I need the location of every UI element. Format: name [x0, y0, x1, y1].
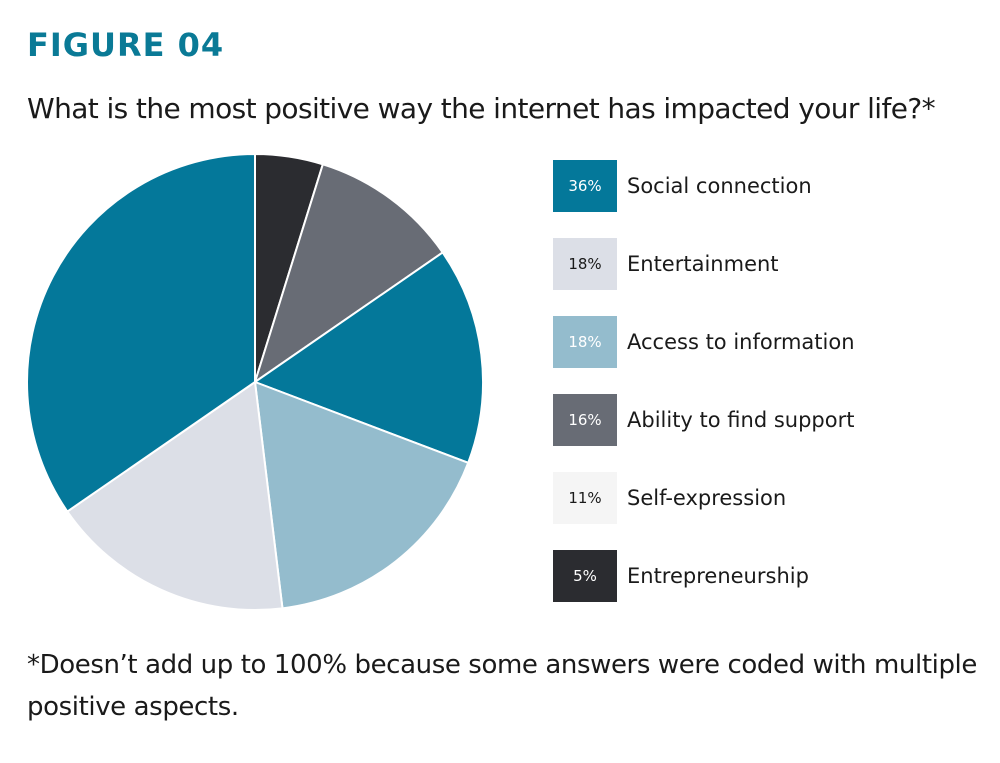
legend-swatch-entrepreneurship: 5% — [553, 550, 617, 602]
figure-label: FIGURE 04 — [27, 26, 225, 64]
pie-slice-entertainment-4 — [66, 381, 284, 611]
legend-item-access-to-information: 18% Access to information — [553, 316, 855, 368]
legend-item-entertainment: 18% Entertainment — [553, 238, 779, 290]
legend-label-entrepreneurship: Entrepreneurship — [627, 564, 809, 588]
legend-swatch-entertainment: 18% — [553, 238, 617, 290]
chart-title: What is the most positive way the intern… — [27, 92, 936, 125]
legend-item-self-expression: 11% Self-expression — [553, 472, 786, 524]
legend-label-self-expression: Self-expression — [627, 486, 787, 510]
legend-label-ability-to-find-support: Ability to find support — [627, 408, 855, 432]
legend-item-entrepreneurship: 5% Entrepreneurship — [553, 550, 809, 602]
pie-slice-social-connection-2 — [254, 251, 484, 464]
legend-item-social-connection: 36% Social connection — [553, 160, 812, 212]
pie-slice-access-to-information-3 — [254, 381, 470, 610]
legend-swatch-self-expression: 11% — [553, 472, 617, 524]
footnote: *Doesn’t add up to 100% because some ans… — [27, 650, 977, 722]
pie-slices — [26, 153, 484, 611]
pie-slice-social-connection-5 — [26, 153, 256, 513]
legend-swatch-access-to-information: 18% — [553, 316, 617, 368]
legend-item-ability-to-find-support: 16% Ability to find support — [553, 394, 854, 446]
legend-label-access-to-information: Access to information — [627, 330, 855, 354]
legend-label-social-connection: Social connection — [627, 174, 812, 198]
pie-slice-ability-to-find-support-1 — [254, 163, 444, 383]
legend-swatch-social-connection: 36% — [553, 160, 617, 212]
legend-swatch-ability-to-find-support: 16% — [553, 394, 617, 446]
legend-label-entertainment: Entertainment — [627, 252, 779, 276]
